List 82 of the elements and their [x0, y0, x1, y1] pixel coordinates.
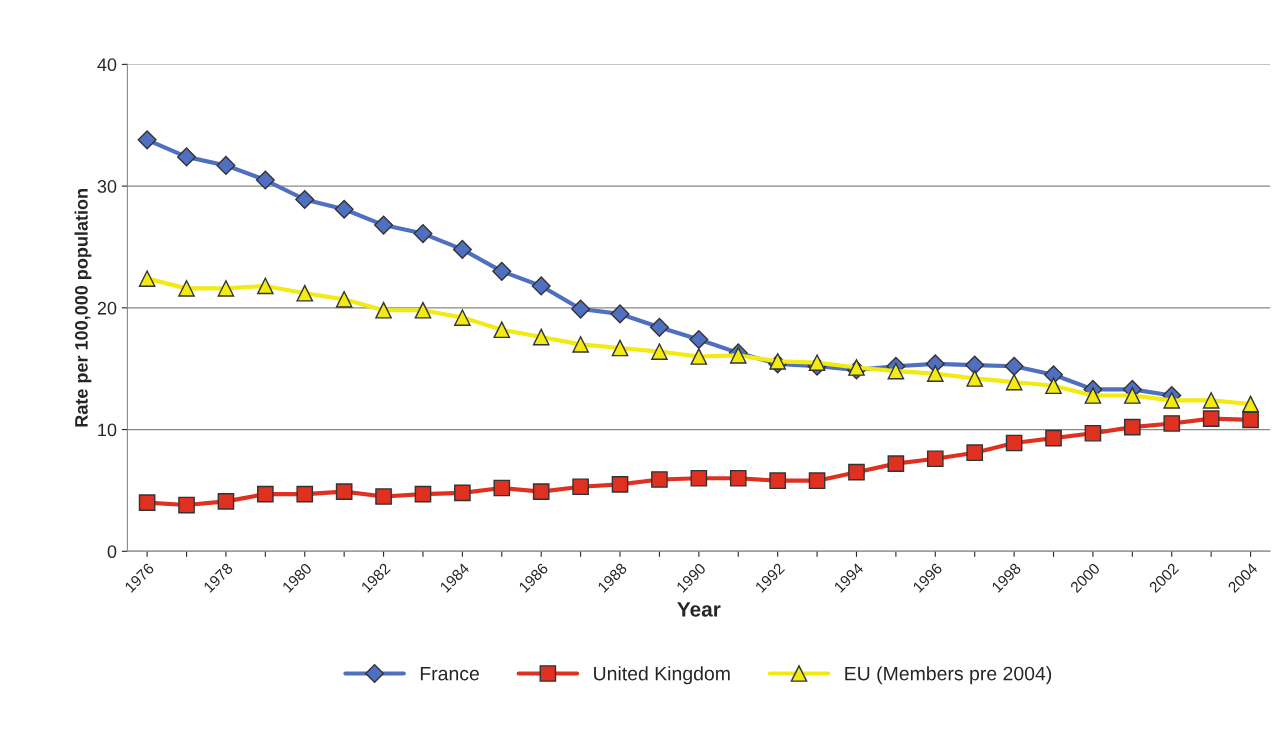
point	[334, 199, 354, 219]
point	[414, 485, 432, 503]
point	[138, 494, 156, 511]
point	[374, 215, 394, 235]
point	[651, 343, 668, 360]
point	[375, 488, 392, 505]
point	[1202, 392, 1220, 409]
point	[572, 336, 589, 353]
point	[808, 472, 826, 490]
point	[611, 476, 629, 493]
point	[1084, 424, 1102, 442]
y-tick-label: 40	[97, 58, 117, 72]
point	[887, 362, 905, 380]
point	[178, 280, 195, 297]
point	[296, 284, 314, 302]
y-axis-title: Rate per 100,000 population	[74, 189, 92, 427]
point	[217, 493, 235, 510]
point	[216, 155, 236, 175]
point	[926, 365, 944, 382]
point	[532, 483, 550, 500]
point	[1045, 377, 1062, 395]
point	[649, 317, 669, 337]
point	[1124, 387, 1141, 404]
point	[335, 290, 353, 308]
point	[454, 484, 471, 502]
x-axis-title: Year	[677, 602, 721, 617]
point	[375, 301, 392, 319]
point	[610, 304, 630, 324]
point	[1124, 418, 1141, 436]
point	[1084, 387, 1102, 404]
point	[414, 301, 432, 319]
point	[493, 321, 511, 339]
point	[257, 277, 274, 295]
point	[690, 469, 708, 487]
point	[1202, 410, 1220, 427]
point	[848, 463, 865, 481]
point	[887, 455, 905, 472]
point	[966, 370, 984, 387]
legend-label: EU (Members pre 2004)	[845, 666, 1052, 685]
point	[176, 147, 197, 167]
point	[651, 471, 668, 488]
point	[1242, 411, 1259, 429]
point	[493, 479, 511, 497]
point	[178, 496, 195, 514]
point	[532, 328, 550, 346]
point	[769, 472, 786, 490]
point	[138, 270, 156, 287]
point	[689, 329, 709, 350]
legend-label: United Kingdom	[594, 666, 730, 685]
point	[571, 299, 591, 319]
y-tick-label: 10	[98, 423, 117, 437]
point	[808, 354, 826, 371]
point	[255, 170, 275, 190]
point	[1005, 434, 1023, 452]
point	[1005, 373, 1023, 391]
point	[257, 485, 274, 503]
point	[611, 339, 629, 357]
point	[965, 355, 985, 375]
point	[966, 444, 984, 462]
legend-label: France	[420, 666, 479, 681]
point	[452, 239, 472, 259]
point	[1045, 429, 1062, 447]
point	[1163, 415, 1181, 432]
point	[296, 485, 314, 503]
point	[492, 261, 512, 281]
point	[1004, 356, 1024, 376]
y-tick-label: 20	[97, 301, 117, 315]
point	[572, 478, 589, 496]
point	[729, 469, 747, 487]
point	[454, 309, 471, 326]
y-tick-label: 30	[97, 180, 117, 193]
point	[1163, 392, 1181, 409]
point	[335, 483, 353, 500]
point	[217, 280, 235, 297]
point	[926, 450, 944, 468]
point	[690, 348, 708, 365]
point	[295, 189, 315, 210]
y-tick-label: 0	[107, 545, 117, 559]
point	[137, 130, 157, 150]
point	[413, 224, 433, 244]
point	[531, 276, 551, 296]
point	[1242, 395, 1259, 413]
